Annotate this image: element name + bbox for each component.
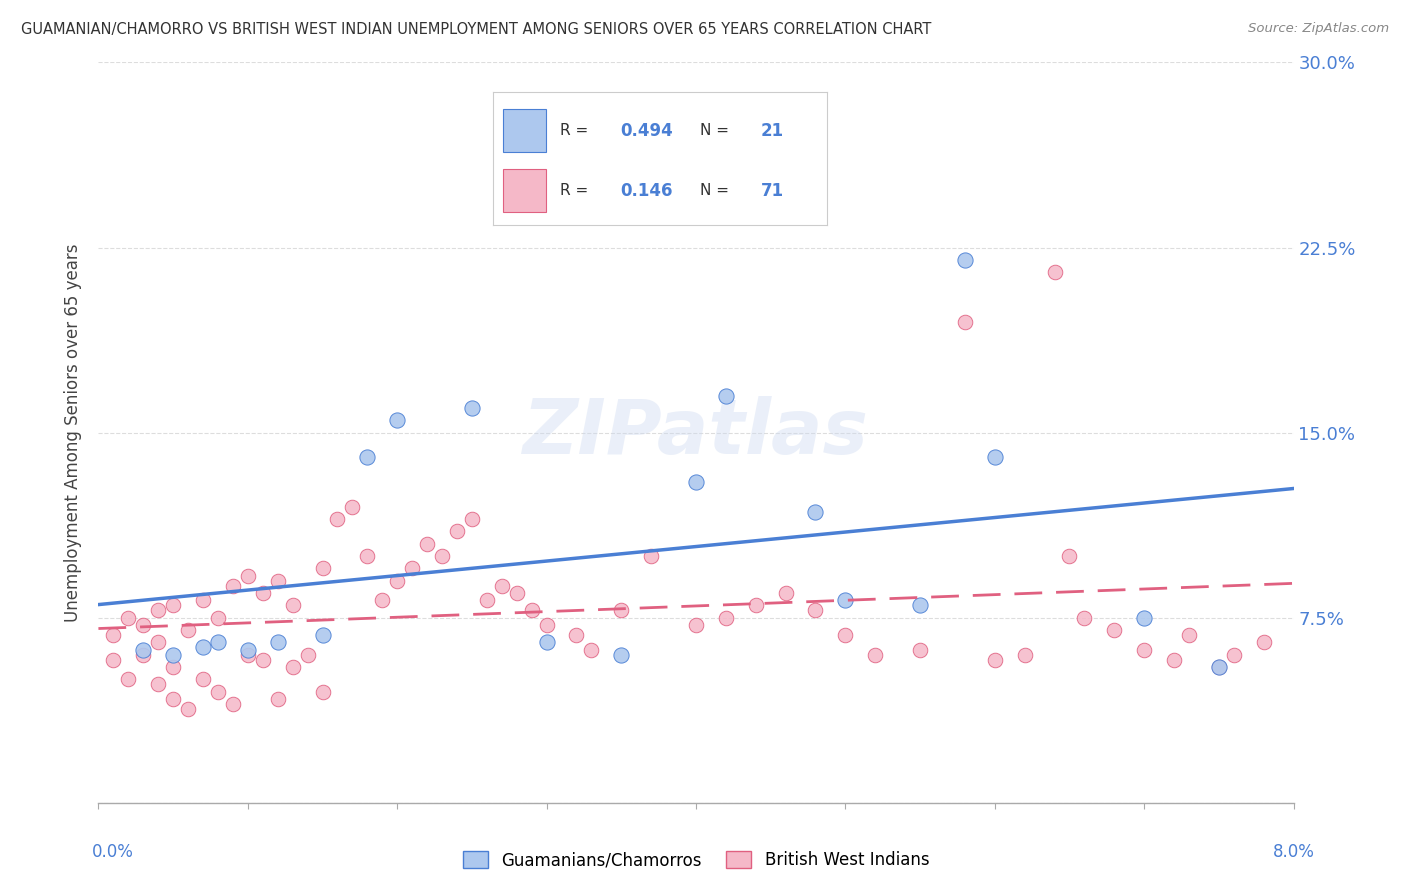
Point (984, 450, 1007, 465)
Point (148, 677, 170, 691)
Point (610, 603, 633, 617)
Point (267, 635, 290, 649)
Y-axis label: Unemployment Among Seniors over 65 years: Unemployment Among Seniors over 65 years (65, 244, 83, 622)
Point (1043, 265, 1066, 279)
Point (416, 536, 439, 550)
Point (132, 642, 155, 657)
Point (148, 635, 170, 649)
Point (475, 593, 498, 607)
Point (191, 640, 214, 655)
Point (267, 574, 290, 588)
Point (461, 401, 484, 415)
Point (1014, 648, 1036, 662)
Point (236, 642, 259, 657)
Point (222, 697, 245, 711)
Point (1133, 642, 1156, 657)
Point (536, 635, 558, 649)
Point (401, 561, 423, 575)
Point (491, 579, 513, 593)
Point (207, 635, 229, 649)
Point (103, 628, 125, 642)
Point (207, 685, 229, 699)
Point (356, 450, 378, 465)
Point (804, 505, 827, 519)
Point (536, 618, 558, 632)
Point (775, 586, 797, 600)
Point (953, 252, 976, 267)
Point (385, 574, 409, 588)
Point (745, 599, 768, 613)
Point (191, 593, 214, 607)
Point (342, 500, 364, 514)
Point (1208, 660, 1230, 674)
Point (148, 603, 170, 617)
Point (1223, 648, 1246, 662)
Point (311, 628, 333, 642)
Point (177, 702, 200, 716)
Text: 8.0%: 8.0% (1272, 843, 1315, 861)
Point (1253, 635, 1275, 649)
Point (326, 512, 349, 526)
Point (953, 314, 976, 328)
Point (506, 586, 529, 600)
Point (804, 603, 827, 617)
Text: GUAMANIAN/CHAMORRO VS BRITISH WEST INDIAN UNEMPLOYMENT AMONG SENIORS OVER 65 YEA: GUAMANIAN/CHAMORRO VS BRITISH WEST INDIA… (21, 22, 931, 37)
Point (103, 653, 125, 667)
Point (132, 648, 155, 662)
Point (565, 628, 588, 642)
Point (834, 628, 856, 642)
Point (207, 610, 229, 624)
Point (252, 586, 274, 600)
Legend: Guamanians/Chamorros, British West Indians: Guamanians/Chamorros, British West India… (456, 845, 936, 876)
Point (162, 660, 184, 674)
Point (685, 618, 707, 632)
Point (685, 475, 707, 489)
Point (908, 642, 931, 657)
Point (1104, 623, 1126, 637)
Point (385, 413, 409, 427)
Point (640, 549, 662, 563)
Point (371, 593, 394, 607)
Point (1059, 549, 1081, 563)
Point (162, 599, 184, 613)
Point (1163, 653, 1185, 667)
Point (1208, 660, 1230, 674)
Point (446, 524, 468, 539)
Point (252, 653, 274, 667)
Point (236, 568, 259, 582)
Point (1133, 610, 1156, 624)
Point (520, 603, 543, 617)
Point (177, 623, 200, 637)
Text: 0.0%: 0.0% (91, 843, 134, 861)
Text: ZIPatlas: ZIPatlas (523, 396, 869, 469)
Point (356, 549, 378, 563)
Point (222, 579, 245, 593)
Point (281, 599, 304, 613)
Point (267, 692, 290, 706)
Point (430, 549, 453, 563)
Point (281, 660, 304, 674)
Point (1178, 628, 1201, 642)
Point (117, 673, 139, 687)
Point (461, 512, 484, 526)
Point (714, 388, 737, 402)
Point (865, 648, 887, 662)
Point (162, 648, 184, 662)
Point (610, 648, 633, 662)
Point (311, 685, 333, 699)
Point (581, 642, 603, 657)
Point (162, 692, 184, 706)
Point (191, 673, 214, 687)
Point (1073, 610, 1095, 624)
Point (132, 618, 155, 632)
Point (984, 653, 1007, 667)
Point (236, 648, 259, 662)
Point (834, 593, 856, 607)
Point (311, 561, 333, 575)
Text: Source: ZipAtlas.com: Source: ZipAtlas.com (1249, 22, 1389, 36)
Point (908, 599, 931, 613)
Point (117, 610, 139, 624)
Point (714, 610, 737, 624)
Point (297, 648, 319, 662)
